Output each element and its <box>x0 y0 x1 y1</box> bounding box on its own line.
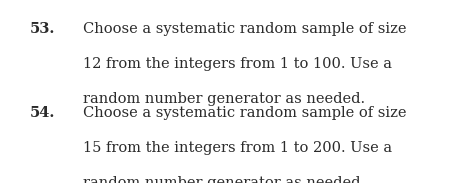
Text: 12 from the integers from 1 to 100. Use a: 12 from the integers from 1 to 100. Use … <box>83 57 392 71</box>
Text: Choose a systematic random sample of size: Choose a systematic random sample of siz… <box>83 22 406 36</box>
Text: random number generator as needed.: random number generator as needed. <box>83 92 365 106</box>
Text: 15 from the integers from 1 to 200. Use a: 15 from the integers from 1 to 200. Use … <box>83 141 392 155</box>
Text: 54.: 54. <box>30 106 55 120</box>
Text: 53.: 53. <box>30 22 55 36</box>
Text: Choose a systematic random sample of size: Choose a systematic random sample of siz… <box>83 106 406 120</box>
Text: random number generator as needed.: random number generator as needed. <box>83 176 365 183</box>
